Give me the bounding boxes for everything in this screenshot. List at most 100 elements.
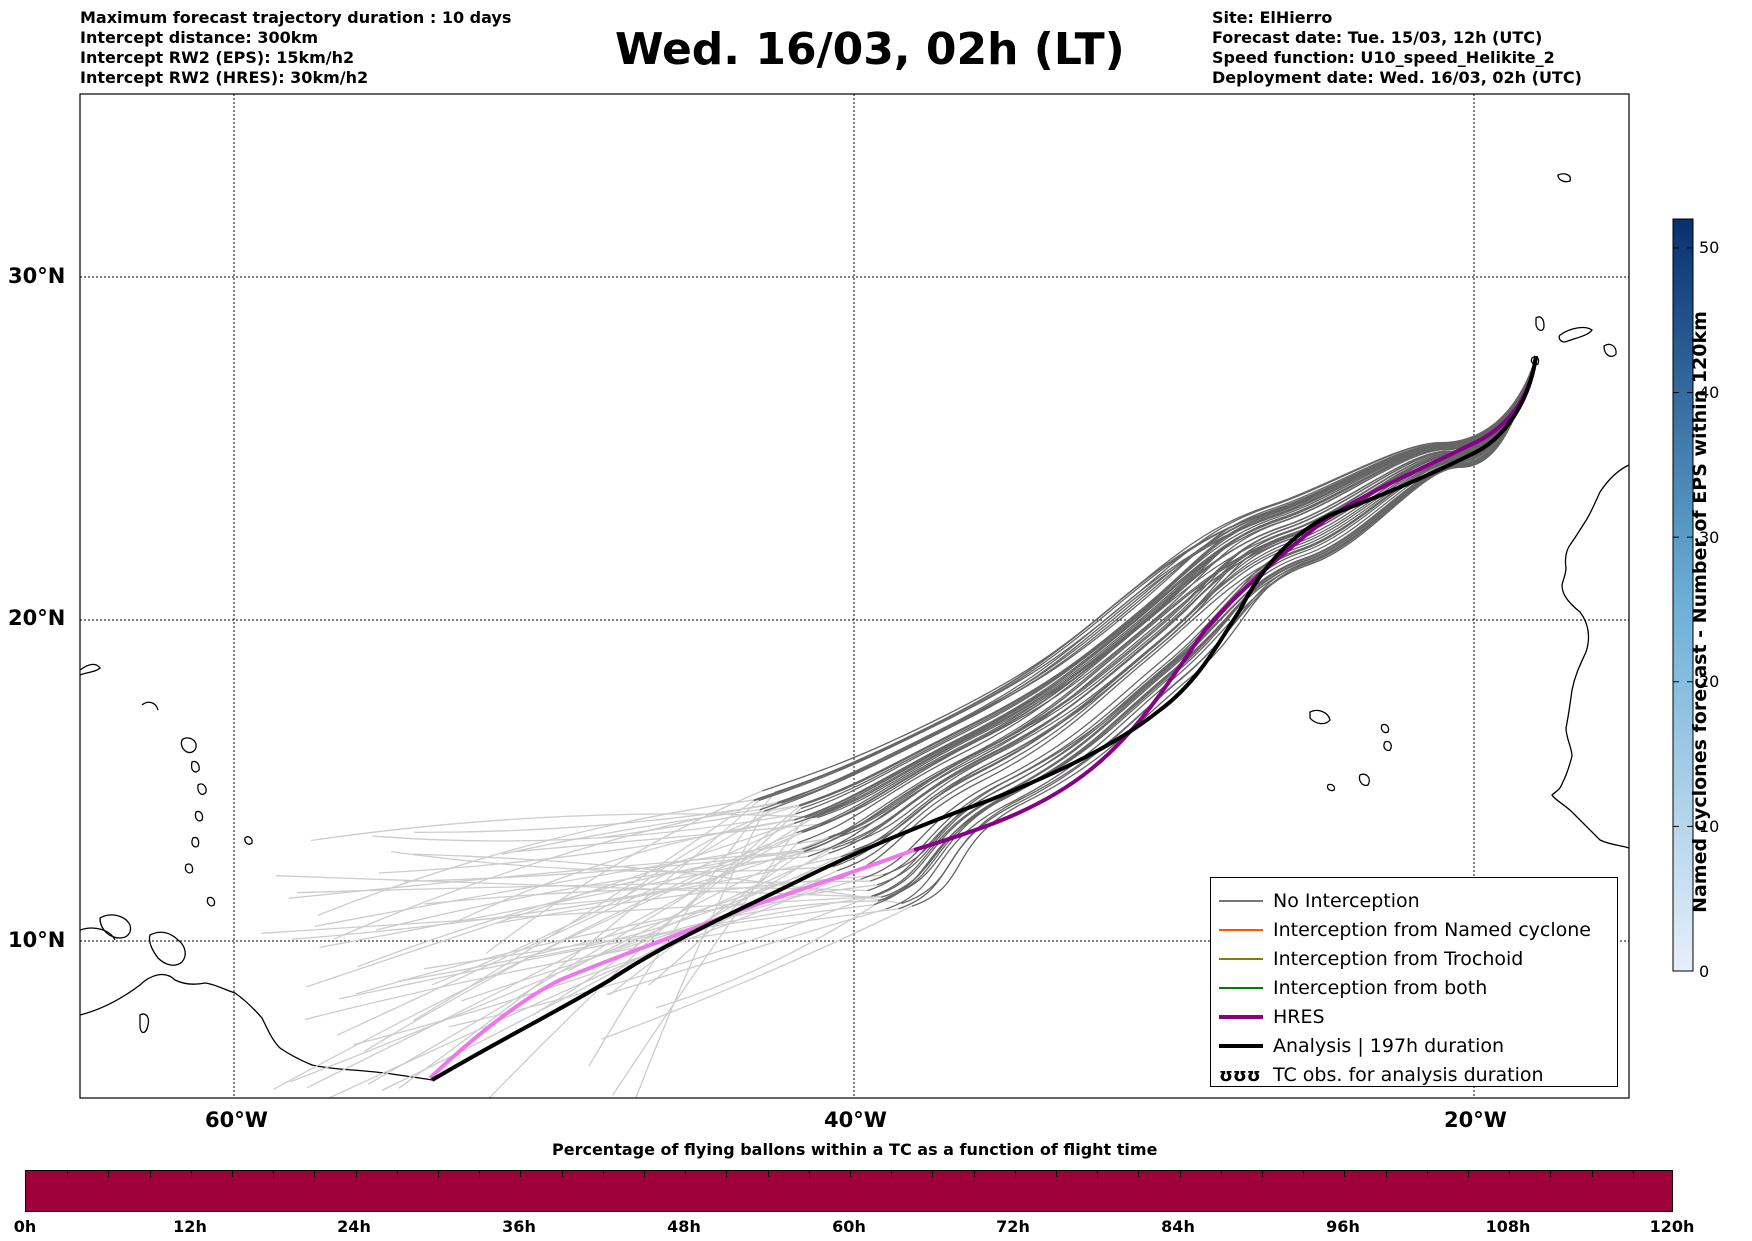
time-bar-tick — [479, 1171, 481, 1177]
colorbar — [1672, 218, 1694, 972]
legend: No Interception Interception from Named … — [1210, 877, 1618, 1087]
trajectory-no-interception — [803, 357, 1537, 853]
time-bar-tick — [232, 1171, 233, 1177]
time-bar-tick — [602, 1171, 604, 1177]
coastline-south-america — [80, 973, 433, 1081]
legend-item-no-interception: No Interception — [1211, 887, 1617, 915]
time-tick: 60h — [832, 1217, 866, 1236]
time-bar-tick — [1138, 1171, 1140, 1177]
main-title: Wed. 16/03, 02h (LT) — [615, 24, 1125, 75]
island-antilles — [190, 760, 200, 773]
map-frame — [79, 93, 1630, 1099]
trajectory-no-interception — [877, 357, 1537, 902]
header-line: Intercept distance: 300km — [80, 28, 319, 47]
lon-label-60w: 60°W — [205, 1108, 268, 1132]
time-bar-title: Percentage of flying ballons within a TC… — [552, 1140, 1158, 1159]
trajectory-no-interception — [791, 357, 1537, 798]
legend-swatch — [1219, 958, 1263, 960]
trajectory-no-interception — [304, 908, 899, 1021]
trajectory-no-interception — [306, 831, 802, 1089]
time-bar-tick — [149, 1171, 151, 1177]
header-line: Deployment date: Wed. 16/03, 02h (UTC) — [1212, 68, 1582, 87]
trajectory-no-interception — [337, 822, 795, 1036]
trajectory-no-interception — [364, 832, 797, 1052]
island-antilles — [139, 1013, 150, 1034]
trajectory-no-interception — [524, 849, 855, 959]
time-bar-tick — [1468, 1171, 1469, 1177]
time-bar-tick — [644, 1171, 645, 1177]
trajectory-no-interception — [412, 800, 755, 1022]
trajectory-no-interception — [275, 875, 882, 898]
trajectory-no-interception — [291, 856, 841, 940]
trajectory-no-interception — [898, 357, 1537, 910]
legend-item-hres: HRES — [1211, 1003, 1617, 1031]
time-bar-tick — [67, 1171, 69, 1177]
time-bar-tick — [438, 1171, 439, 1177]
island-cape-verde — [1358, 773, 1370, 786]
header-info-right: Site: ElHierro Forecast date: Tue. 15/03… — [1212, 8, 1582, 88]
time-tick: 96h — [1326, 1217, 1360, 1236]
time-bar-tick — [932, 1171, 934, 1177]
time-bar-tick — [973, 1171, 975, 1177]
trajectory-no-interception — [318, 799, 755, 916]
time-bar-tick — [850, 1171, 851, 1177]
coastlines — [80, 173, 1629, 1081]
header-line: Forecast date: Tue. 15/03, 12h (UTC) — [1212, 28, 1543, 47]
time-bar-tick — [273, 1171, 275, 1177]
island-antilles — [180, 737, 197, 754]
trajectory-no-interception — [805, 357, 1537, 819]
time-bar-tick — [767, 1171, 769, 1177]
island-canary — [1535, 316, 1545, 332]
time-bar-tick — [1179, 1171, 1181, 1177]
trajectory-no-interception — [616, 804, 803, 905]
island-antilles — [184, 863, 194, 874]
trajectory-no-interception — [403, 851, 804, 883]
trajectory-no-interception — [461, 878, 861, 1002]
time-bar-tick — [1344, 1171, 1346, 1177]
trajectory-no-interception — [840, 357, 1537, 858]
legend-swatch — [1219, 929, 1263, 931]
lon-label-20w: 20°W — [1444, 1108, 1507, 1132]
time-bar-tick — [1262, 1171, 1263, 1177]
trajectory-no-interception — [602, 900, 878, 955]
tc-obs-symbol: ʊʊʊ — [1219, 1064, 1261, 1086]
trajectory-no-interception — [333, 801, 777, 940]
lat-label-30n: 30°N — [8, 264, 66, 288]
time-bar-tick — [355, 1171, 357, 1177]
legend-label: HRES — [1273, 1006, 1325, 1028]
coastline-venezuela — [80, 927, 116, 941]
time-bar-tick — [520, 1171, 522, 1177]
island-cape-verde — [1380, 723, 1390, 734]
trajectory-no-interception — [353, 878, 838, 1046]
trajectory-no-interception — [611, 817, 806, 1096]
colorbar-tick-label: 20 — [1699, 672, 1720, 691]
legend-label: Analysis | 197h duration — [1273, 1035, 1505, 1057]
colorbar-tick-label: 10 — [1699, 817, 1720, 836]
time-bar-tick — [1591, 1171, 1593, 1177]
trajectory-no-interception — [795, 357, 1537, 815]
trajectory-no-interception — [453, 819, 795, 924]
legend-swatch — [1219, 987, 1263, 989]
time-bar — [25, 1170, 1673, 1212]
time-tick: 48h — [667, 1217, 701, 1236]
legend-label: Interception from both — [1273, 977, 1488, 999]
time-bar-tick — [1220, 1171, 1222, 1177]
time-bar-tick — [1097, 1171, 1099, 1177]
trajectory-no-interception — [758, 357, 1537, 802]
legend-label: No Interception — [1273, 890, 1420, 912]
main-trajectories — [428, 355, 1538, 1082]
colorbar-tick-label: 40 — [1699, 383, 1720, 402]
trajectory-no-interception — [485, 790, 763, 955]
colorbar-tick-label: 30 — [1699, 528, 1720, 547]
legend-item-both: Interception from both — [1211, 974, 1617, 1002]
legend-label: TC obs. for analysis duration — [1273, 1064, 1544, 1086]
header-line: Site: ElHierro — [1212, 8, 1333, 27]
coastline-africa — [1551, 464, 1629, 849]
time-tick: 108h — [1485, 1217, 1531, 1236]
coastline-trinidad — [148, 931, 186, 966]
time-tick: 120h — [1649, 1217, 1695, 1236]
time-bar-tick — [396, 1171, 398, 1177]
colorbar-title: Named cyclones forecast - Number of EPS … — [1689, 311, 1711, 913]
colorbar-tick-label: 50 — [1699, 238, 1720, 257]
